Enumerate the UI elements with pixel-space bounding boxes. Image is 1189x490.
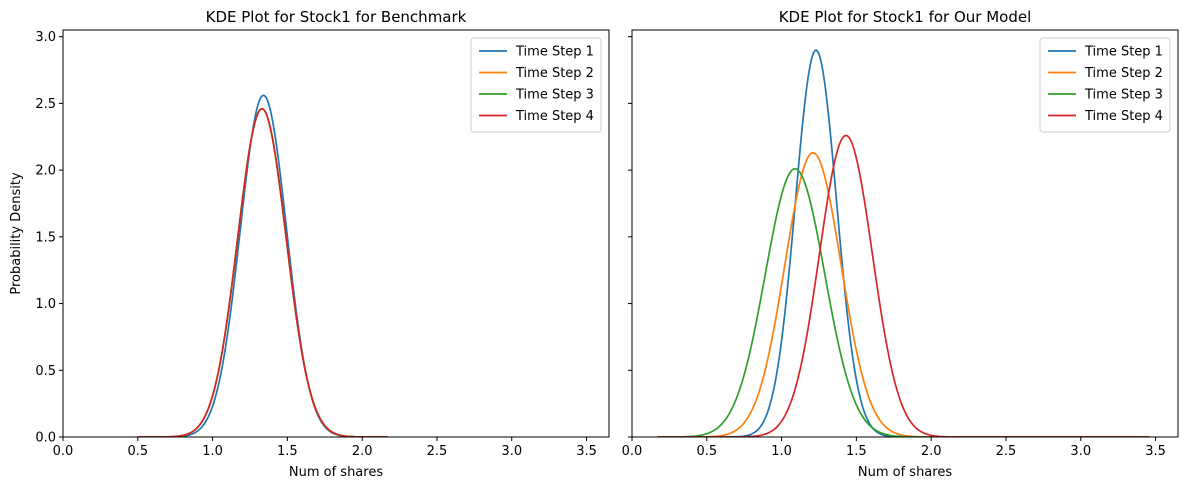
legend-label: Time Step 3 <box>515 88 594 103</box>
x-axis-label: Num of shares <box>858 465 952 480</box>
legend-label: Time Step 4 <box>1084 109 1163 124</box>
legend-label: Time Step 1 <box>1084 45 1163 60</box>
plot-frame <box>631 29 1179 438</box>
x-tick-label: 1.0 <box>771 444 792 459</box>
x-tick-label: 2.5 <box>996 444 1017 459</box>
y-tick-label: 0.0 <box>35 431 56 446</box>
x-tick-label: 2.5 <box>427 444 448 459</box>
x-tick-label: 2.0 <box>921 444 942 459</box>
x-tick-label: 1.5 <box>277 444 298 459</box>
x-tick-label: 2.0 <box>352 444 373 459</box>
y-axis-label: Probability Density <box>9 172 24 295</box>
plot-frame <box>62 29 610 438</box>
x-tick-label: 0.5 <box>127 444 148 459</box>
legend: Time Step 1 Time Step 2 Time Step 3 Time St… <box>470 37 602 133</box>
chart-title: KDE Plot for Stock1 for Our Model <box>779 8 1032 26</box>
y-tick-label: 1.0 <box>35 297 56 312</box>
x-tick-label: 0.5 <box>696 444 717 459</box>
x-tick-label: 3.5 <box>1145 444 1166 459</box>
series-line-3 <box>657 167 1150 437</box>
series-line-2 <box>137 107 388 437</box>
series-line-4 <box>137 107 388 437</box>
y-tick-label: 2.0 <box>35 164 56 179</box>
legend-label: Time Step 2 <box>1084 66 1163 81</box>
x-tick-label: 0.0 <box>622 444 643 459</box>
x-tick-label: 3.0 <box>1070 444 1091 459</box>
legend-label: Time Step 1 <box>515 45 594 60</box>
y-tick-label: 3.0 <box>35 30 56 45</box>
chart-title: KDE Plot for Stock1 for Benchmark <box>206 8 467 26</box>
legend-label: Time Step 4 <box>515 109 594 124</box>
x-tick-label: 1.0 <box>202 444 223 459</box>
y-tick-label: 1.5 <box>35 230 56 245</box>
series-line-2 <box>657 151 1150 437</box>
series-line-3 <box>137 107 388 437</box>
y-tick-label: 0.5 <box>35 364 56 379</box>
x-tick-label: 3.0 <box>501 444 522 459</box>
legend-box <box>470 37 602 133</box>
legend-box <box>1039 37 1171 133</box>
chart-benchmark: KDE Plot for Stock1 for Benchmark 0.0 0.5 1… <box>9 8 610 480</box>
x-tick-label: 1.5 <box>846 444 867 459</box>
x-axis-label: Num of shares <box>289 465 383 480</box>
x-tick-label: 3.5 <box>576 444 597 459</box>
series-line-4 <box>657 134 1150 437</box>
chart-our-model: KDE Plot for Stock1 for Our Model 0.0 0.5 1… <box>622 8 1179 480</box>
legend: Time Step 1 Time Step 2 Time Step 3 Time St… <box>1039 37 1171 133</box>
legend-label: Time Step 3 <box>1084 88 1163 103</box>
series-line-1 <box>137 94 388 437</box>
x-tick-label: 0.0 <box>53 444 74 459</box>
series-lines <box>137 94 388 437</box>
legend-label: Time Step 2 <box>515 66 594 81</box>
y-tick-label: 2.5 <box>35 97 56 112</box>
